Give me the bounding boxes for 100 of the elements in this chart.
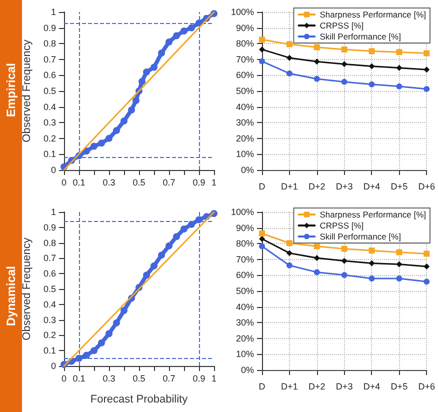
point bbox=[314, 254, 320, 261]
point bbox=[128, 106, 135, 114]
legend-label: Sharpness Performance [%] bbox=[320, 10, 426, 20]
y-tick-label: 0.4 bbox=[43, 102, 56, 112]
x-tick-label: D+4 bbox=[363, 182, 380, 192]
x-tick-label: 0 bbox=[61, 178, 67, 188]
y-tick-label: 0 bbox=[50, 165, 56, 175]
point bbox=[259, 230, 265, 236]
y-tick-label: 0.4 bbox=[43, 299, 56, 310]
x-tick-label: D+2 bbox=[308, 382, 326, 392]
y-tick-label: 100% bbox=[230, 7, 254, 17]
y-tick-label: 60% bbox=[236, 270, 254, 280]
y-tick-label: 1 bbox=[50, 7, 56, 17]
y-tick-label: 0 bbox=[50, 361, 56, 371]
y-tick-label: 0.8 bbox=[43, 238, 56, 248]
point bbox=[368, 248, 375, 254]
point bbox=[83, 352, 90, 359]
x-tick-label: 0.1 bbox=[72, 178, 86, 188]
y-tick-label: 0.5 bbox=[43, 86, 56, 96]
point bbox=[188, 220, 195, 228]
point bbox=[138, 78, 146, 86]
y-tick-label: 90% bbox=[236, 222, 254, 233]
point bbox=[341, 272, 348, 278]
point bbox=[286, 41, 292, 48]
point bbox=[396, 261, 402, 268]
point bbox=[396, 49, 402, 56]
x-tick-label: D+5 bbox=[390, 382, 408, 392]
point bbox=[396, 83, 402, 90]
point bbox=[314, 243, 320, 250]
point bbox=[143, 272, 150, 279]
y-tick-label: 60% bbox=[236, 70, 254, 80]
x-tick-label: D+5 bbox=[390, 182, 408, 192]
point bbox=[120, 118, 128, 125]
point bbox=[113, 319, 120, 326]
point bbox=[259, 46, 265, 52]
y-tick-label: 0.9 bbox=[43, 22, 56, 33]
y-tick-label: 40% bbox=[236, 302, 254, 312]
y-tick-label: 0.6 bbox=[43, 268, 56, 279]
point bbox=[396, 276, 402, 282]
point bbox=[98, 140, 105, 147]
point bbox=[341, 46, 348, 52]
point bbox=[173, 32, 180, 40]
x-tick-label: 0.7 bbox=[162, 374, 176, 384]
y-tick-label: 30% bbox=[236, 318, 254, 328]
x-tick-label: D+1 bbox=[281, 182, 298, 192]
point bbox=[424, 66, 430, 73]
point bbox=[259, 58, 265, 64]
y-tick-label: 0.3 bbox=[43, 118, 56, 128]
x-tick-label: D+6 bbox=[418, 182, 435, 192]
point bbox=[83, 148, 90, 155]
y-axis-title: Observed Frequency bbox=[21, 237, 34, 340]
y-tick-label: 20% bbox=[236, 133, 254, 144]
y-tick-label: 0.6 bbox=[43, 70, 56, 80]
x-tick-label: 0.5 bbox=[132, 374, 146, 384]
point bbox=[424, 250, 430, 257]
y-tick-label: 0% bbox=[240, 165, 254, 175]
y-axis-title: Observed Frequency bbox=[21, 39, 34, 142]
point bbox=[314, 58, 320, 65]
x-tick-label: 1 bbox=[211, 374, 217, 384]
y-tick-label: 0.2 bbox=[43, 133, 56, 144]
point bbox=[341, 246, 348, 252]
point bbox=[132, 96, 140, 104]
y-tick-label: 20% bbox=[236, 333, 254, 344]
point bbox=[180, 225, 188, 232]
y-tick-label: 90% bbox=[236, 22, 254, 33]
point bbox=[143, 68, 150, 76]
x-tick-label: D+6 bbox=[418, 382, 435, 392]
text: Empirical bbox=[4, 62, 18, 118]
y-tick-label: 70% bbox=[236, 254, 254, 264]
x-tick-label: 0.3 bbox=[102, 178, 116, 188]
point bbox=[113, 127, 120, 134]
x-axis-title: Forecast Probability bbox=[90, 394, 188, 406]
point bbox=[286, 70, 292, 76]
x-tick-label: D+1 bbox=[281, 382, 298, 392]
point bbox=[368, 260, 375, 266]
legend-label: Skill Performance [%] bbox=[320, 232, 401, 242]
y-tick-label: 80% bbox=[236, 38, 254, 49]
point bbox=[368, 81, 375, 88]
x-tick-label: 1 bbox=[211, 178, 217, 188]
x-tick-label: D+3 bbox=[336, 382, 353, 392]
y-tick-label: 0.5 bbox=[43, 284, 56, 294]
text: Dynamical bbox=[4, 266, 18, 326]
legend-label: CRPSS [%] bbox=[320, 20, 364, 30]
point bbox=[106, 134, 112, 142]
y-tick-label: 50% bbox=[236, 286, 254, 296]
point bbox=[90, 347, 98, 354]
point bbox=[424, 264, 430, 270]
x-tick-label: 0.9 bbox=[192, 374, 206, 384]
x-tick-label: 0.5 bbox=[132, 178, 146, 188]
x-tick-label: 0.7 bbox=[162, 178, 176, 188]
y-tick-label: 0.1 bbox=[43, 346, 56, 356]
y-tick-label: 50% bbox=[236, 86, 254, 96]
point bbox=[259, 243, 265, 250]
y-tick-label: 0.9 bbox=[43, 222, 56, 232]
point bbox=[314, 76, 320, 82]
y-tick-label: 0.1 bbox=[43, 149, 56, 160]
x-tick-label: D bbox=[258, 182, 266, 192]
x-tick-label: 0 bbox=[61, 374, 67, 384]
point bbox=[158, 50, 165, 57]
point bbox=[173, 233, 180, 240]
